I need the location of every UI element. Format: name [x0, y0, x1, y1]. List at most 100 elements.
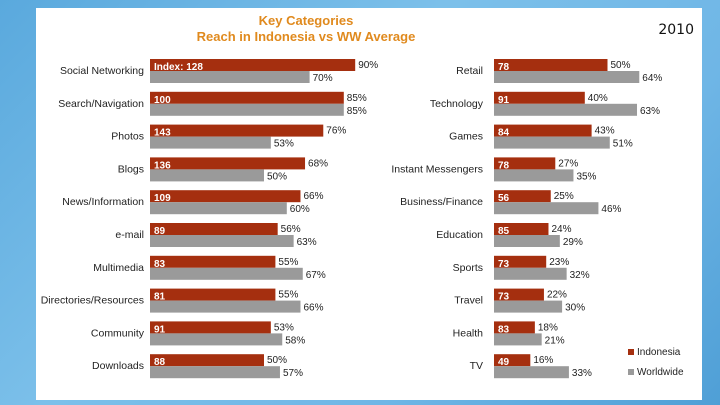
index-label: 88 — [154, 357, 166, 368]
bar-worldwide — [150, 267, 303, 280]
bar-worldwide — [494, 71, 640, 83]
value-label-worldwide: 53% — [274, 139, 294, 150]
value-label-indonesia: 55% — [278, 290, 298, 301]
legend-label-indonesia: Indonesia — [637, 347, 681, 358]
value-label-indonesia: 85% — [347, 93, 367, 104]
bar-worldwide — [150, 103, 344, 116]
value-label-worldwide: 57% — [283, 368, 303, 379]
bar-worldwide — [150, 71, 310, 83]
index-label: 83 — [498, 324, 510, 335]
index-label: 73 — [498, 292, 510, 303]
value-label-worldwide: 30% — [565, 303, 585, 314]
value-label-worldwide: 33% — [572, 368, 592, 379]
bar-worldwide — [150, 300, 301, 313]
bar-indonesia — [494, 255, 547, 268]
value-label-worldwide: 66% — [303, 303, 323, 314]
category-label: News/Information — [62, 196, 144, 208]
bar-worldwide — [150, 136, 271, 149]
category-label: Photos — [111, 131, 144, 143]
category-label: e-mail — [115, 229, 144, 241]
bar-indonesia — [494, 321, 535, 334]
bar-worldwide — [494, 235, 560, 247]
value-label-indonesia: 66% — [303, 191, 323, 202]
category-label: Travel — [454, 295, 483, 307]
bar-worldwide — [494, 366, 569, 379]
category-label: Search/Navigation — [58, 98, 144, 110]
bar-indonesia — [494, 190, 551, 203]
bar-worldwide — [150, 235, 294, 247]
legend-swatch-worldwide — [628, 369, 634, 375]
bar-indonesia — [150, 354, 264, 367]
bar-chart: Social Networking Index: 128 90% 70% Search/… — [41, 59, 684, 379]
category-label: Downloads — [92, 360, 144, 372]
value-label-worldwide: 63% — [640, 106, 660, 117]
category-label: Education — [436, 229, 483, 241]
index-label: 81 — [154, 292, 166, 303]
chart-title: Key Categories — [258, 13, 354, 28]
category-label: Directories/Resources — [41, 295, 144, 307]
category-label: Technology — [430, 98, 484, 110]
index-label: 89 — [154, 226, 166, 237]
index-label: 143 — [154, 128, 171, 139]
value-label-indonesia: 16% — [533, 355, 553, 366]
category-label: Health — [453, 327, 484, 339]
category-label: Games — [449, 131, 483, 143]
bar-indonesia — [150, 91, 344, 104]
bar-indonesia — [494, 223, 549, 235]
category-label: Instant Messengers — [391, 163, 483, 175]
value-label-indonesia: 50% — [267, 355, 287, 366]
index-label: 91 — [498, 95, 510, 106]
bar-worldwide — [494, 136, 610, 149]
value-label-indonesia: 23% — [549, 257, 569, 268]
category-label: Sports — [453, 262, 483, 274]
value-label-worldwide: 70% — [313, 73, 333, 84]
index-label: 136 — [154, 160, 171, 171]
value-label-indonesia: 55% — [278, 257, 298, 268]
category-label: Retail — [456, 65, 483, 77]
year-badge: 2010 — [658, 22, 694, 38]
index-label: 78 — [498, 160, 510, 171]
value-label-worldwide: 46% — [601, 204, 621, 215]
value-label-indonesia: 50% — [611, 60, 631, 71]
bar-worldwide — [494, 300, 563, 313]
bar-indonesia — [150, 190, 301, 203]
index-label: 85 — [498, 226, 510, 237]
bar-worldwide — [494, 333, 542, 346]
bar-indonesia — [494, 288, 544, 301]
index-label: 83 — [154, 259, 166, 270]
bar-worldwide — [494, 103, 638, 116]
bar-worldwide — [494, 202, 599, 215]
bar-indonesia — [150, 124, 324, 137]
bar-indonesia — [150, 321, 271, 334]
value-label-indonesia: 25% — [554, 191, 574, 202]
value-label-worldwide: 29% — [563, 237, 583, 248]
value-label-worldwide: 63% — [297, 237, 317, 248]
bar-indonesia — [150, 59, 356, 71]
bar-indonesia — [150, 157, 306, 170]
value-label-worldwide: 50% — [267, 171, 287, 182]
bar-indonesia — [494, 354, 531, 367]
value-label-indonesia: 56% — [281, 224, 301, 235]
bar-worldwide — [150, 169, 264, 182]
bar-worldwide — [494, 267, 567, 280]
value-label-indonesia: 68% — [308, 158, 328, 169]
index-label: 49 — [498, 357, 510, 368]
category-label: Blogs — [118, 163, 144, 175]
value-label-worldwide: 60% — [290, 204, 310, 215]
value-label-indonesia: 40% — [588, 93, 608, 104]
index-label: 91 — [154, 324, 166, 335]
bar-indonesia — [494, 124, 592, 137]
category-label: Business/Finance — [400, 196, 483, 208]
bar-worldwide — [494, 169, 574, 182]
category-label: TV — [470, 360, 483, 372]
chart-subtitle: Reach in Indonesia vs WW Average — [196, 29, 416, 44]
value-label-indonesia: 43% — [595, 126, 615, 137]
index-label: 84 — [498, 128, 510, 139]
index-label: Index: 128 — [154, 62, 203, 73]
legend-label-worldwide: Worldwide — [637, 367, 684, 378]
value-label-worldwide: 67% — [306, 270, 326, 281]
index-label: 73 — [498, 259, 510, 270]
bar-indonesia — [150, 288, 276, 301]
value-label-indonesia: 27% — [558, 158, 578, 169]
value-label-worldwide: 51% — [613, 139, 633, 150]
